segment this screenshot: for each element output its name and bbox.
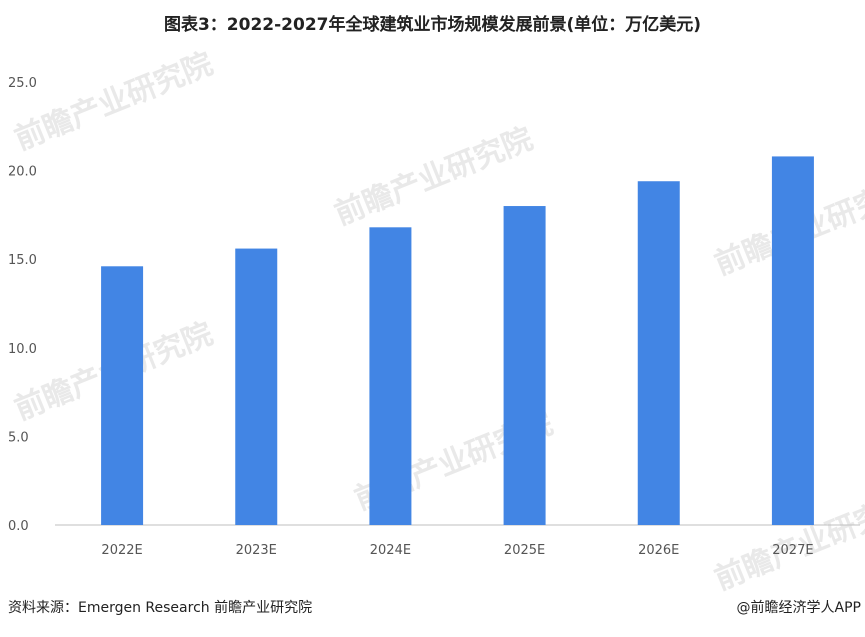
brand-credit: @前瞻经济学人APP	[736, 600, 861, 616]
chart-title: 图表3：2022-2027年全球建筑业市场规模发展前景(单位：万亿美元)	[163, 15, 702, 35]
x-tick-label: 2024E	[370, 543, 411, 558]
y-tick-label: 25.0	[8, 76, 37, 91]
y-tick-label: 15.0	[8, 253, 37, 268]
x-tick-label: 2023E	[236, 543, 277, 558]
y-tick-label: 5.0	[8, 430, 29, 445]
bar-2024E	[369, 227, 412, 525]
x-tick-label: 2025E	[504, 543, 545, 558]
x-tick-label: 2026E	[638, 543, 679, 558]
y-tick-label: 10.0	[8, 342, 37, 357]
bar-2027E	[771, 156, 814, 525]
source-note: 资料来源：Emergen Research 前瞻产业研究院	[8, 600, 313, 616]
bar-2026E	[637, 181, 680, 525]
bar-2023E	[235, 248, 278, 525]
watermark-text: 前瞻产业研究院	[10, 46, 218, 157]
bar-2022E	[101, 266, 144, 525]
x-tick-label: 2027E	[772, 543, 813, 558]
bar-2025E	[503, 206, 546, 526]
y-tick-label: 20.0	[8, 165, 37, 180]
x-tick-label: 2022E	[101, 543, 142, 558]
y-tick-label: 0.0	[8, 519, 29, 534]
